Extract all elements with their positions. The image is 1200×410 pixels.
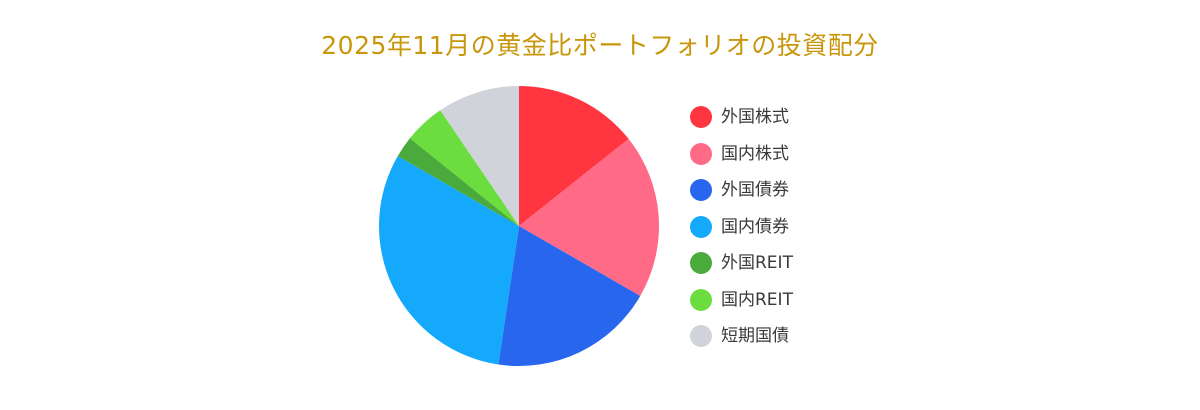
pie-slice-5 [397,138,519,226]
legend-swatch [690,106,712,129]
legend-label: 国内債券 [721,216,789,237]
legend-swatch [690,288,712,311]
legend-item: 短期国債 [690,318,890,355]
legend-label: 短期国債 [721,326,789,347]
pie-slice-7 [440,86,519,226]
legend: 外国株式国内株式外国債券国内債券外国REIT 国内REIT 短期国債 [690,99,890,355]
legend-swatch [690,325,712,348]
legend-swatch [690,142,712,165]
legend-item: 外国債券 [690,172,890,209]
legend-label: 外国株式 [721,107,789,128]
legend-swatch [690,179,712,202]
legend-item: 外国REIT [690,245,890,282]
legend-item: 国内REIT [690,282,890,319]
legend-label: 外国REIT [721,253,793,274]
legend-item: 国内債券 [690,209,890,246]
legend-label: 国内REIT [721,289,793,310]
legend-swatch [690,252,712,275]
pie-slice-3 [498,226,641,366]
legend-item: 外国株式 [690,99,890,136]
pie-slice-2 [519,138,659,296]
legend-label: 国内株式 [721,143,789,164]
legend-item: 国内株式 [690,136,890,173]
chart-title: 2025年11月の黄金比ポートフォリオの投資配分 [321,31,879,60]
pie-slice-1 [519,86,629,226]
legend-swatch [690,215,712,238]
pie-slices [379,86,659,366]
legend-label: 外国債券 [721,180,789,201]
pie-slice-6 [409,110,519,226]
pie-slice-4 [379,156,519,365]
